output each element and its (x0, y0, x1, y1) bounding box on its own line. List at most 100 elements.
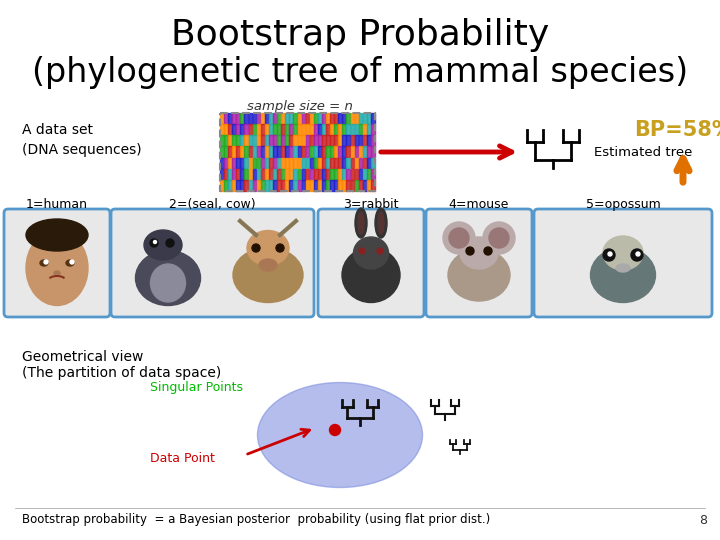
Bar (236, 168, 240, 180)
Bar (343, 136, 346, 146)
Bar (261, 113, 264, 124)
Bar (277, 136, 281, 146)
Bar (355, 136, 359, 146)
Ellipse shape (66, 260, 74, 266)
Bar (355, 180, 359, 191)
Bar (265, 158, 269, 168)
Bar (224, 146, 228, 157)
Bar (314, 136, 318, 146)
Bar (294, 168, 297, 180)
Bar (334, 168, 338, 180)
Bar (346, 124, 350, 135)
Bar (363, 146, 366, 157)
Text: Data Point: Data Point (150, 451, 215, 464)
Bar (269, 113, 273, 124)
Bar (346, 113, 350, 124)
Text: A data set
(DNA sequences): A data set (DNA sequences) (22, 123, 142, 157)
Bar (273, 113, 276, 124)
Bar (245, 158, 248, 168)
Bar (306, 124, 310, 135)
Bar (314, 180, 318, 191)
Bar (310, 158, 313, 168)
Bar (363, 113, 366, 124)
Circle shape (166, 239, 174, 247)
Bar (282, 124, 285, 135)
Ellipse shape (355, 208, 367, 238)
Text: Bootstrap probability  = a Bayesian posterior  probability (using flat prior dis: Bootstrap probability = a Bayesian poste… (22, 514, 490, 526)
Bar (371, 113, 374, 124)
Bar (289, 113, 293, 124)
Bar (346, 168, 350, 180)
Bar (322, 158, 325, 168)
Bar (326, 180, 330, 191)
Bar (269, 146, 273, 157)
Bar (334, 146, 338, 157)
Bar (248, 146, 252, 157)
Bar (371, 146, 374, 157)
Circle shape (631, 249, 643, 261)
Bar (351, 124, 354, 135)
Bar (224, 158, 228, 168)
Text: 3=rabbit: 3=rabbit (343, 198, 399, 211)
Circle shape (359, 248, 365, 254)
Bar (220, 113, 224, 124)
Bar (318, 168, 322, 180)
Bar (314, 158, 318, 168)
Text: Bootstrap Probability: Bootstrap Probability (171, 18, 549, 52)
Ellipse shape (342, 247, 400, 302)
Bar (343, 146, 346, 157)
Bar (371, 168, 374, 180)
Bar (302, 124, 305, 135)
Bar (346, 158, 350, 168)
Bar (248, 113, 252, 124)
Bar (326, 124, 330, 135)
FancyBboxPatch shape (426, 209, 532, 317)
Bar (277, 124, 281, 135)
Ellipse shape (448, 249, 510, 301)
Bar (322, 180, 325, 191)
Circle shape (466, 247, 474, 255)
Bar (338, 136, 342, 146)
Bar (302, 113, 305, 124)
Bar (322, 113, 325, 124)
Bar (236, 158, 240, 168)
Bar (359, 136, 362, 146)
Circle shape (44, 260, 48, 264)
Bar (318, 158, 322, 168)
Bar (277, 146, 281, 157)
Ellipse shape (258, 382, 423, 488)
Bar (310, 124, 313, 135)
Bar (310, 136, 313, 146)
Bar (248, 136, 252, 146)
Text: Geometrical view: Geometrical view (22, 350, 143, 364)
Circle shape (70, 260, 74, 264)
Bar (289, 168, 293, 180)
Bar (265, 136, 269, 146)
Bar (334, 180, 338, 191)
Bar (334, 136, 338, 146)
Bar (306, 146, 310, 157)
Bar (285, 136, 289, 146)
Bar (330, 158, 334, 168)
Bar (306, 113, 310, 124)
Bar (346, 180, 350, 191)
Bar (253, 146, 256, 157)
Bar (220, 124, 224, 135)
Ellipse shape (354, 237, 389, 269)
Bar (282, 136, 285, 146)
Bar (224, 124, 228, 135)
Bar (257, 124, 261, 135)
Bar (330, 180, 334, 191)
Bar (355, 168, 359, 180)
Bar (297, 158, 301, 168)
Bar (224, 168, 228, 180)
Bar (277, 113, 281, 124)
Ellipse shape (40, 260, 48, 266)
Circle shape (276, 244, 284, 252)
Bar (257, 113, 261, 124)
Bar (302, 136, 305, 146)
Bar (240, 168, 244, 180)
Bar (338, 158, 342, 168)
Text: 5=opossum: 5=opossum (585, 198, 660, 211)
FancyBboxPatch shape (4, 209, 110, 317)
